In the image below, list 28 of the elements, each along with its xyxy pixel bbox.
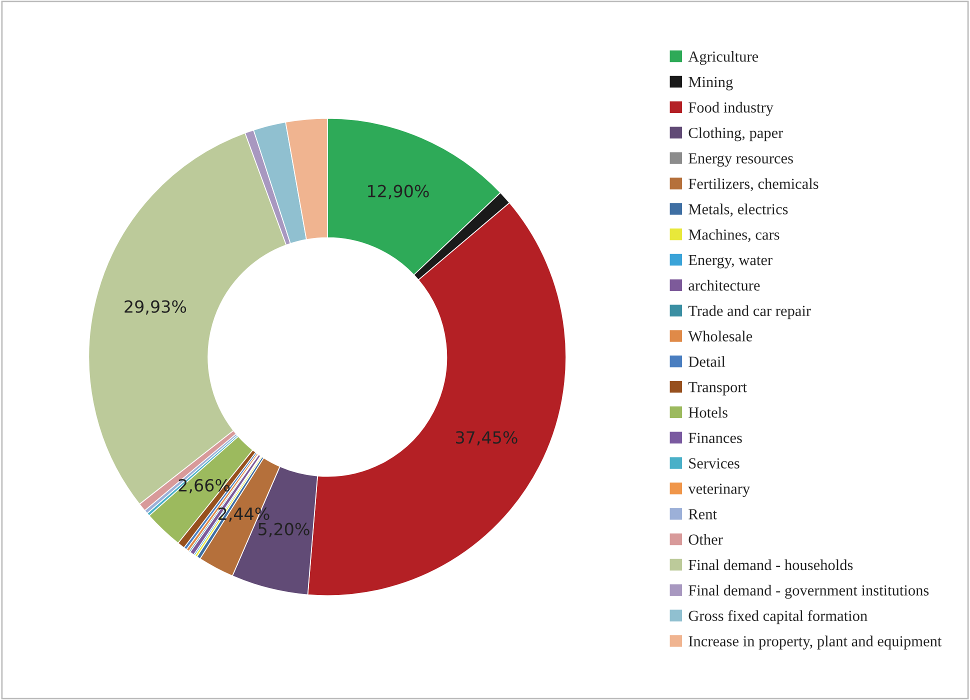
- legend-label: Machines, cars: [688, 229, 780, 242]
- legend-label: Fertilizers, chemicals: [688, 178, 818, 192]
- legend-label: Wholesale: [688, 330, 752, 342]
- legend-label: veterinary: [688, 484, 750, 498]
- legend-label: Services: [689, 458, 740, 468]
- legend-label: Finances: [688, 432, 742, 444]
- legend-label: Agriculture: [688, 50, 758, 65]
- legend-label: Rent: [688, 509, 717, 520]
- data-label: 5,20%: [258, 522, 310, 538]
- data-label: 37,45%: [456, 431, 518, 446]
- legend-label: Mining: [688, 76, 733, 90]
- legend-label: Final demand - government institutions: [688, 584, 929, 599]
- legend-label: Trade and car repair: [688, 305, 811, 320]
- legend-label: Energy resources: [688, 153, 793, 167]
- legend-label: Energy, water: [688, 255, 772, 268]
- legend-label: Gross fixed capital formation: [688, 610, 868, 624]
- legend-label: Food industry: [688, 102, 774, 116]
- legend-label: Other: [688, 534, 723, 545]
- legend-label: Transport: [688, 382, 747, 396]
- legend-label: Detail: [688, 356, 726, 367]
- legend-label: Hotels: [688, 406, 728, 418]
- legend-label: Clothing, paper: [688, 127, 784, 142]
- legend-label: architecture: [688, 280, 760, 291]
- legend-label: Increase in property, plant and equipment: [688, 636, 942, 650]
- legend-label: Final demand - households: [688, 559, 853, 570]
- data-label: 12,90%: [368, 184, 429, 200]
- legend-label: Metals, electrics: [688, 204, 788, 217]
- data-label: 29,93%: [124, 300, 186, 315]
